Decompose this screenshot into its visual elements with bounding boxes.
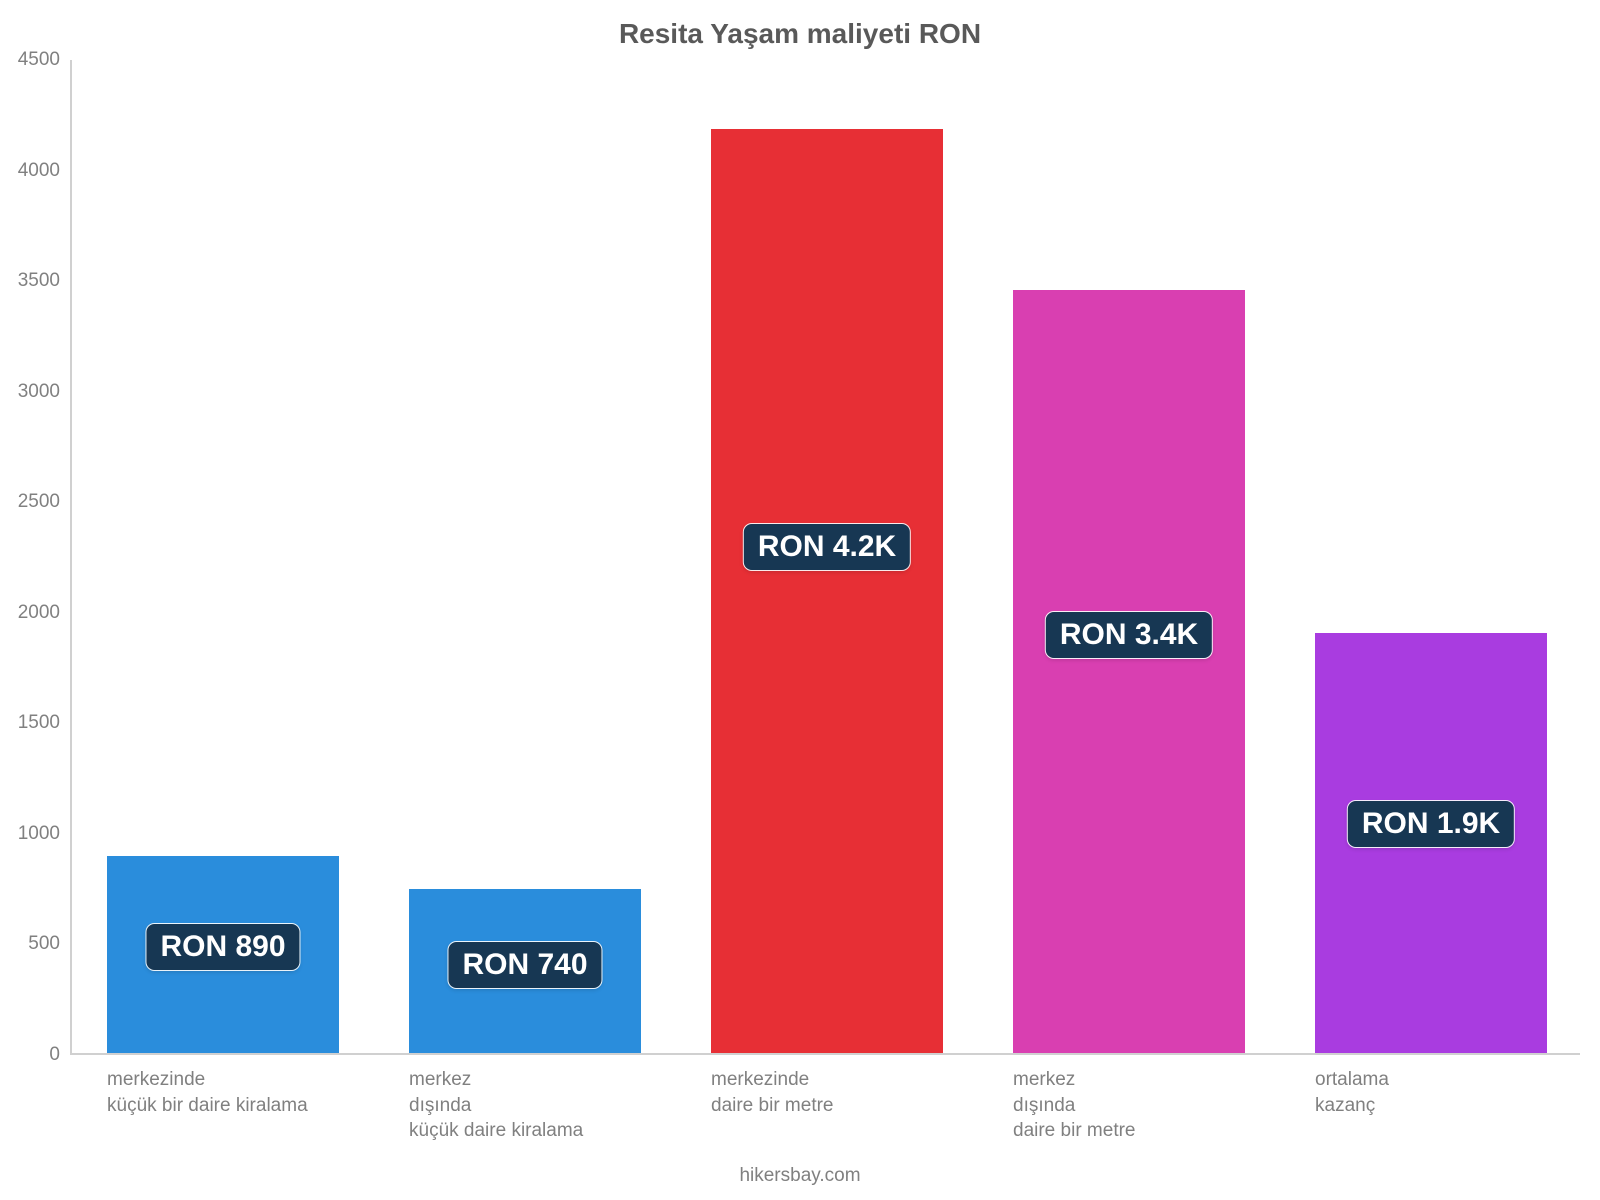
plot-area: 050010001500200025003000350040004500RON … — [70, 60, 1580, 1055]
value-badge: RON 4.2K — [744, 524, 910, 570]
y-tick-label: 4000 — [18, 160, 72, 182]
chart-title: Resita Yaşam maliyeti RON — [0, 18, 1600, 50]
bar — [711, 129, 943, 1053]
value-badge: RON 3.4K — [1046, 612, 1212, 658]
x-axis-label: merkez dışında küçük daire kiralama — [409, 1067, 711, 1144]
chart-footer: hikersbay.com — [0, 1165, 1600, 1187]
y-tick-label: 2000 — [18, 602, 72, 624]
y-tick-label: 1000 — [18, 823, 72, 845]
value-badge: RON 740 — [448, 942, 601, 988]
y-tick-label: 4500 — [18, 49, 72, 71]
x-axis-label: merkezinde küçük bir daire kiralama — [107, 1067, 409, 1118]
y-tick-label: 2500 — [18, 491, 72, 513]
y-tick-label: 500 — [28, 933, 72, 955]
y-tick-label: 0 — [49, 1044, 72, 1066]
x-axis-label: merkez dışında daire bir metre — [1013, 1067, 1315, 1144]
value-badge: RON 1.9K — [1348, 801, 1514, 847]
chart-container: Resita Yaşam maliyeti RON 05001000150020… — [0, 0, 1600, 1200]
y-tick-label: 1500 — [18, 712, 72, 734]
x-axis-label: ortalama kazanç — [1315, 1067, 1600, 1118]
y-tick-label: 3000 — [18, 381, 72, 403]
value-badge: RON 890 — [146, 924, 299, 970]
y-tick-label: 3500 — [18, 270, 72, 292]
bar — [1013, 290, 1245, 1053]
x-axis-label: merkezinde daire bir metre — [711, 1067, 1013, 1118]
